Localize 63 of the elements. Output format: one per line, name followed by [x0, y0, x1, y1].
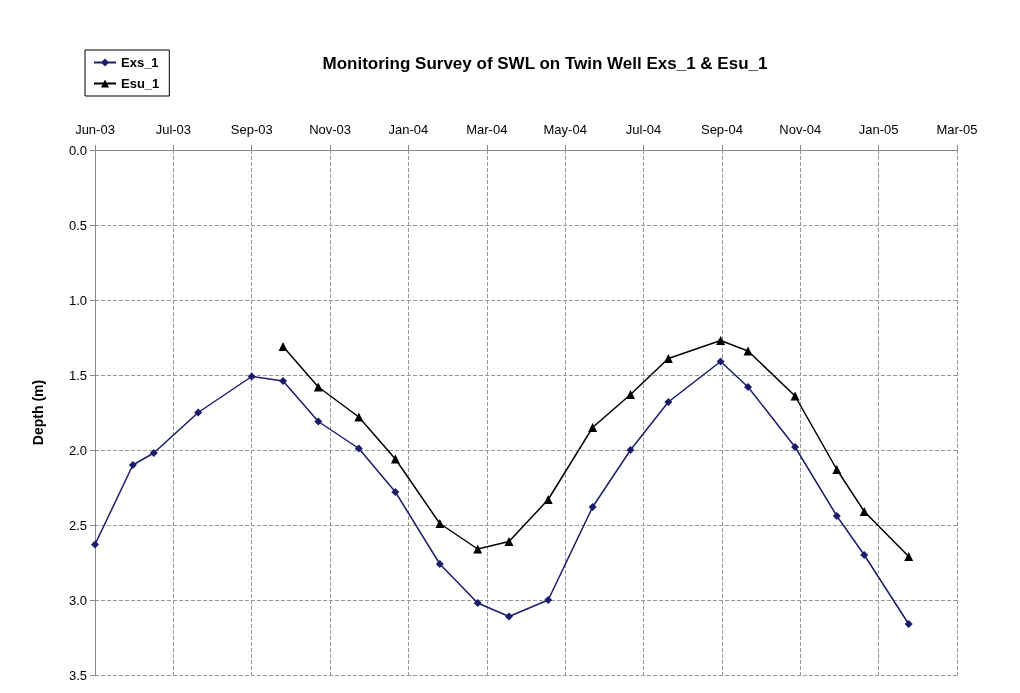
y-tick-label: 0.0 — [68, 142, 87, 158]
point — [91, 540, 99, 549]
point — [544, 596, 553, 604]
point — [860, 551, 869, 559]
point — [588, 423, 598, 432]
point — [314, 417, 323, 426]
point — [625, 390, 635, 399]
point — [354, 444, 363, 453]
x-tick-label: Jan-04 — [388, 122, 429, 137]
point — [354, 412, 364, 422]
point — [435, 519, 445, 528]
y-tick-label: 2.5 — [68, 517, 87, 533]
point — [716, 336, 726, 345]
point — [391, 488, 400, 496]
chart-title: Monitoring Survey of SWL on Twin Well Exs_1 & Esu_1 — [322, 54, 768, 73]
point — [279, 377, 288, 385]
point — [313, 382, 323, 392]
x-tick-label: May-04 — [543, 122, 587, 137]
point — [743, 346, 753, 356]
y-tick-label: 1.5 — [68, 367, 87, 383]
point — [791, 443, 800, 451]
y-tick-label: 3.0 — [68, 592, 87, 608]
point — [790, 391, 800, 401]
point — [664, 398, 673, 406]
point — [904, 620, 913, 628]
x-tick-label: Mar-04 — [466, 122, 508, 137]
point — [149, 449, 158, 457]
point — [473, 544, 483, 554]
point — [247, 372, 256, 381]
point — [543, 495, 553, 504]
point — [435, 560, 444, 568]
x-tick-label: Nov-04 — [779, 122, 822, 137]
point — [473, 599, 482, 607]
point — [904, 552, 914, 561]
x-tick-label: Sep-03 — [230, 122, 273, 137]
x-tick-label: Jul-04 — [625, 122, 662, 137]
point — [128, 461, 137, 469]
x-tick-label: Jul-03 — [155, 122, 192, 137]
x-tick-label: Jun-03 — [75, 122, 115, 137]
legend-label: Exs_1 — [121, 55, 159, 70]
point — [832, 465, 842, 474]
y-tick-label: 3.5 — [68, 667, 87, 683]
y-axis-title: Depth (m) — [30, 379, 46, 446]
y-tick-label: 0.5 — [68, 217, 87, 233]
x-tick-label: Mar-05 — [936, 122, 978, 137]
point — [505, 612, 514, 621]
point — [504, 537, 514, 546]
point — [663, 354, 673, 363]
point — [194, 408, 203, 417]
point — [588, 503, 597, 511]
point — [859, 507, 869, 516]
point — [278, 342, 288, 351]
x-tick-label: Sep-04 — [700, 122, 743, 137]
y-tick-label: 2.0 — [68, 442, 87, 458]
point — [716, 357, 725, 366]
point — [626, 446, 635, 454]
x-tick-label: Jan-05 — [858, 122, 899, 137]
point — [832, 512, 841, 520]
point — [390, 454, 400, 464]
point — [744, 383, 753, 391]
x-tick-label: Nov-03 — [309, 122, 352, 137]
legend-label: Esu_1 — [121, 76, 160, 91]
y-tick-label: 1.0 — [68, 292, 87, 308]
